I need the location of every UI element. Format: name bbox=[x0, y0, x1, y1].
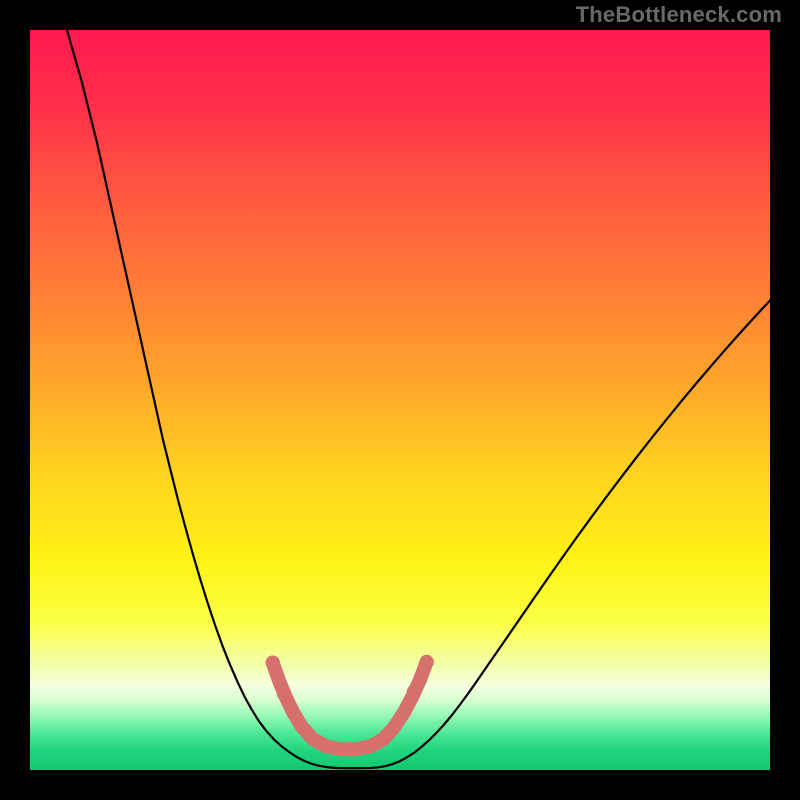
bottleneck-chart bbox=[30, 30, 770, 770]
attribution-label: TheBottleneck.com bbox=[576, 2, 782, 28]
chart-frame: TheBottleneck.com bbox=[0, 0, 800, 800]
